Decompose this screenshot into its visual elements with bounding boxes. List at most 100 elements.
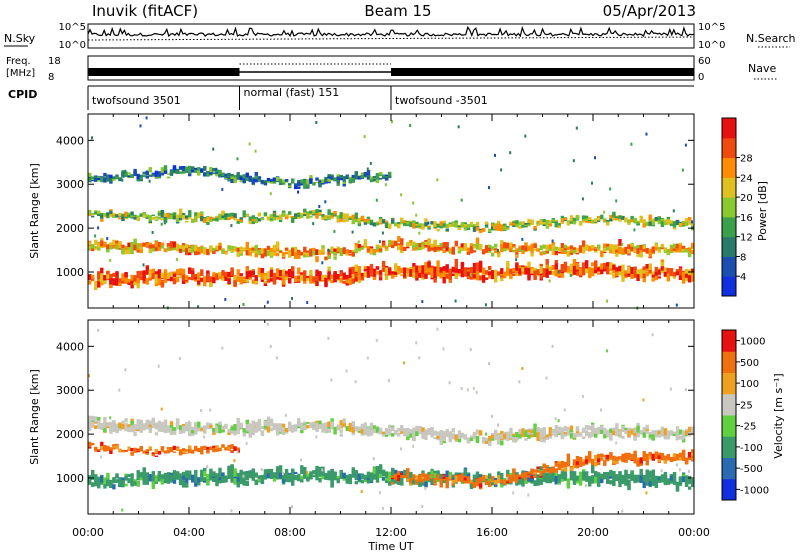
range-cell <box>666 252 671 256</box>
range-cell <box>172 215 177 220</box>
range-cell <box>200 450 204 455</box>
range-cell <box>233 247 237 252</box>
range-cell <box>160 171 165 176</box>
range-cell <box>288 183 292 186</box>
range-cell <box>612 264 616 271</box>
range-cell <box>403 246 407 251</box>
range-cell <box>484 277 489 280</box>
range-cell <box>494 249 498 254</box>
range-cell <box>106 237 109 241</box>
range-cell <box>203 477 207 481</box>
range-cell <box>236 157 239 161</box>
range-cell <box>636 244 640 251</box>
range-cell <box>581 436 586 439</box>
range-cell <box>266 250 271 256</box>
range-cell <box>330 215 334 218</box>
range-cell <box>175 171 180 173</box>
range-cell <box>427 478 431 481</box>
range-cell <box>669 268 674 276</box>
range-cell <box>230 470 234 474</box>
range-cell <box>94 417 98 423</box>
range-cell <box>378 277 383 281</box>
range-cell <box>294 475 298 481</box>
range-cell <box>97 243 101 250</box>
range-cell <box>403 473 407 475</box>
range-cell <box>375 338 378 342</box>
range-cell <box>381 268 386 273</box>
range-cell <box>236 421 240 430</box>
range-cell <box>512 222 516 226</box>
range-cell <box>203 251 207 254</box>
range-cell <box>415 242 419 247</box>
range-cell <box>600 214 604 218</box>
range-cell <box>318 212 322 216</box>
range-cell <box>315 427 319 432</box>
range-cell <box>230 212 234 217</box>
range-cell <box>127 424 131 429</box>
range-cell <box>172 212 177 218</box>
range-cell <box>378 427 383 431</box>
range-cell <box>100 244 104 247</box>
range-cell <box>469 348 472 351</box>
range-cell <box>533 480 537 487</box>
range-cell <box>545 226 549 229</box>
range-cell <box>566 428 571 434</box>
range-cell <box>669 247 674 252</box>
range-cell <box>291 217 295 223</box>
range-cell <box>648 270 652 273</box>
range-cell <box>188 248 192 253</box>
range-cell <box>224 476 228 483</box>
range-cell <box>269 214 274 218</box>
range-cell <box>215 473 219 481</box>
range-cell <box>518 265 522 269</box>
range-cell <box>115 243 119 246</box>
range-cell <box>521 222 525 225</box>
range-cell <box>233 213 237 218</box>
range-cell <box>412 272 416 279</box>
range-cell <box>360 272 365 279</box>
range-cell <box>691 272 695 279</box>
range-cell <box>357 223 362 227</box>
range-cell <box>597 453 601 459</box>
range-cell <box>181 215 186 220</box>
range-cell <box>503 482 507 485</box>
range-cell <box>606 471 610 479</box>
range-cell <box>345 369 348 373</box>
range-cell <box>175 446 180 449</box>
range-cell <box>151 454 155 457</box>
range-cell <box>181 170 186 174</box>
range-cell <box>384 267 389 274</box>
range-cell <box>463 245 468 251</box>
range-cell <box>388 424 392 429</box>
range-cell <box>88 176 92 179</box>
range-cell <box>581 197 584 201</box>
range-cell <box>551 429 555 434</box>
range-cell <box>94 178 98 182</box>
range-cell <box>148 449 152 451</box>
range-cell <box>200 474 204 482</box>
range-cell <box>169 276 174 282</box>
range-cell <box>88 374 90 378</box>
range-cell <box>327 250 331 255</box>
range-cell <box>506 242 510 249</box>
range-cell <box>169 421 174 428</box>
range-cell <box>236 172 240 176</box>
range-cell <box>297 418 301 424</box>
range-cell <box>206 221 210 225</box>
range-cell <box>524 431 528 437</box>
range-cell <box>103 279 107 284</box>
range-cell <box>536 224 540 226</box>
range-cell <box>503 242 507 249</box>
range-cell <box>678 221 683 224</box>
range-cell <box>336 478 340 484</box>
range-cell <box>106 483 110 487</box>
range-cell <box>560 463 565 467</box>
range-cell <box>309 215 313 218</box>
range-cell <box>684 218 689 222</box>
range-cell <box>548 220 552 225</box>
range-cell <box>227 432 231 435</box>
range-cell <box>521 475 525 482</box>
range-cell <box>618 271 622 275</box>
range-cell <box>106 248 110 251</box>
range-cell <box>591 246 595 250</box>
